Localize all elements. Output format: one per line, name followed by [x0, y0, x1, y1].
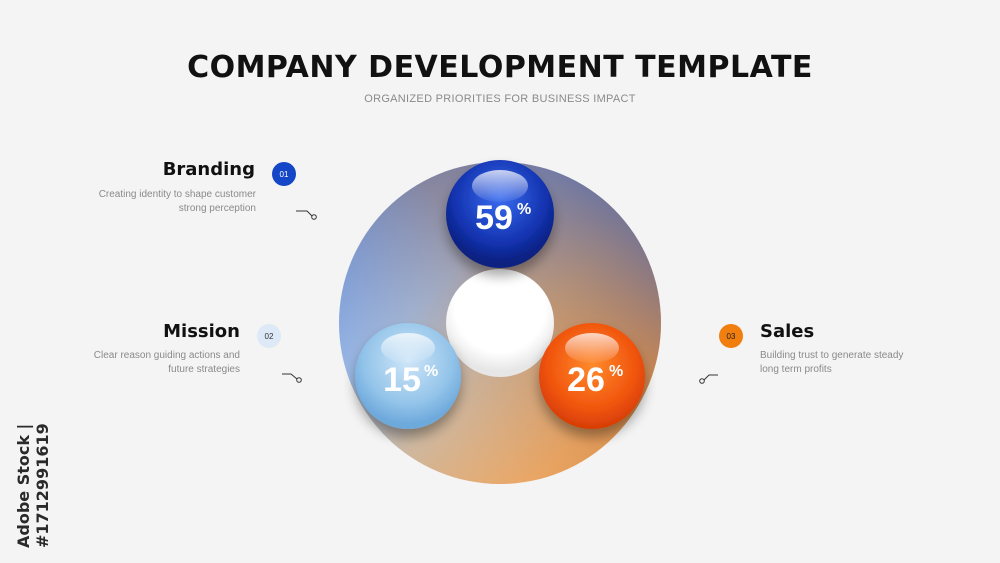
mission-desc-line-1: Clear reason guiding actions and [93, 350, 240, 361]
branding-percent: 59 [475, 199, 513, 237]
sales-desc-line-1: Building trust to generate steady [760, 350, 904, 361]
mission-percent-sign: % [424, 363, 438, 380]
sales-ball [539, 323, 645, 429]
branding-number-badge: 01 [272, 162, 296, 186]
branding-ball [446, 160, 554, 268]
mission-number: 02 [264, 331, 274, 341]
sales-heading: Sales [760, 321, 815, 342]
branding-number: 01 [279, 169, 289, 179]
mission-number-badge: 02 [257, 324, 281, 348]
mission-description: Clear reason guiding actions and future … [94, 349, 240, 377]
page-subtitle: ORGANIZED PRIORITIES FOR BUSINESS IMPACT [364, 93, 636, 105]
branding-connector [296, 210, 317, 220]
branding-percent-sign: % [517, 201, 531, 218]
branding-heading: Branding [162, 159, 255, 180]
sales-number-badge: 03 [719, 324, 743, 348]
mission-desc-line-2: future strategies [168, 364, 240, 375]
page-title: COMPANY DEVELOPMENT TEMPLATE [187, 50, 813, 85]
sales-percent-sign: % [609, 363, 623, 380]
donut-hole [446, 269, 554, 377]
sales-percent: 26 [567, 361, 605, 399]
branding-desc-line-1: Creating identity to shape customer [98, 189, 256, 200]
branding-desc-line-2: strong perception [178, 203, 256, 214]
sales-desc-line-2: long term profits [760, 364, 832, 375]
sales-connector [699, 374, 718, 384]
mission-heading: Mission [163, 321, 240, 342]
sales-number: 03 [726, 331, 736, 341]
branding-description: Creating identity to shape customer stro… [99, 188, 256, 216]
sales-description: Building trust to generate steady long t… [760, 349, 903, 377]
mission-percent: 15 [383, 361, 421, 399]
mission-connector [282, 373, 302, 383]
mission-ball [355, 323, 461, 429]
stock-watermark: Adobe Stock | #1712991619 [14, 423, 52, 548]
